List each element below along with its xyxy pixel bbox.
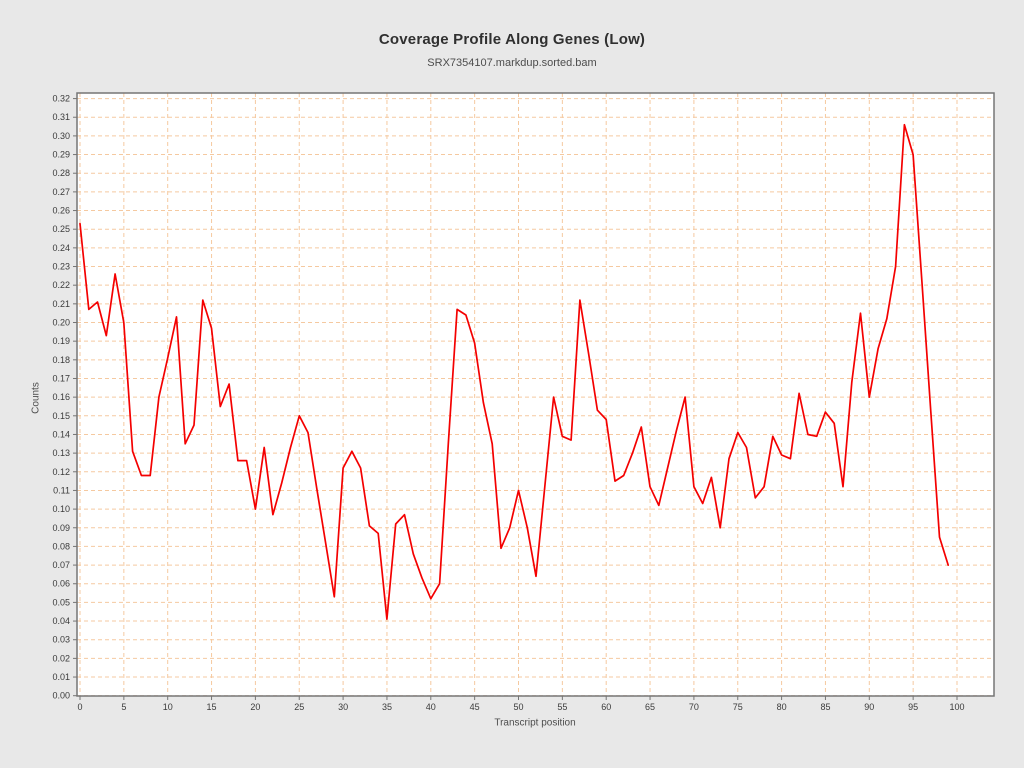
svg-text:0.31: 0.31 [52, 112, 70, 122]
svg-text:40: 40 [426, 702, 436, 712]
svg-text:0.13: 0.13 [52, 448, 70, 458]
svg-text:100: 100 [949, 702, 964, 712]
plot-frame [76, 92, 995, 697]
svg-text:75: 75 [733, 702, 743, 712]
svg-text:0.09: 0.09 [52, 523, 70, 533]
svg-text:35: 35 [382, 702, 392, 712]
svg-text:70: 70 [689, 702, 699, 712]
svg-text:0.03: 0.03 [52, 635, 70, 645]
svg-text:95: 95 [908, 702, 918, 712]
svg-text:55: 55 [557, 702, 567, 712]
svg-text:65: 65 [645, 702, 655, 712]
tick-marks [73, 98, 958, 700]
chart-title: Coverage Profile Along Genes (Low) [378, 31, 646, 48]
svg-text:0: 0 [77, 702, 82, 712]
svg-text:0.28: 0.28 [52, 168, 70, 178]
svg-text:0.24: 0.24 [52, 243, 70, 253]
y-axis-label: Counts [30, 382, 42, 414]
svg-text:0.12: 0.12 [52, 467, 70, 477]
coverage-series-line [79, 123, 950, 621]
plot-area [77, 93, 994, 696]
svg-text:10: 10 [163, 702, 173, 712]
svg-text:0.11: 0.11 [53, 485, 70, 495]
svg-text:0.01: 0.01 [52, 672, 70, 682]
svg-text:0.10: 0.10 [52, 504, 70, 514]
svg-text:0.15: 0.15 [52, 411, 70, 421]
svg-text:90: 90 [864, 702, 874, 712]
y-tick-labels: 0.00 0.01 0.02 0.03 0.04 0.05 0.06 0.07 0.08 0.09… [52, 94, 70, 701]
svg-text:30: 30 [338, 702, 348, 712]
svg-text:0.16: 0.16 [52, 392, 70, 402]
svg-text:85: 85 [820, 702, 830, 712]
x-axis-label: Transcript position [494, 717, 576, 729]
svg-text:0.21: 0.21 [52, 299, 70, 309]
svg-text:25: 25 [294, 702, 304, 712]
svg-text:0.07: 0.07 [52, 560, 70, 570]
svg-text:0.26: 0.26 [52, 206, 70, 216]
svg-text:0.00: 0.00 [52, 691, 70, 701]
svg-text:0.14: 0.14 [52, 429, 70, 439]
svg-text:80: 80 [777, 702, 787, 712]
svg-text:0.06: 0.06 [52, 579, 70, 589]
svg-text:50: 50 [513, 702, 523, 712]
svg-text:0.25: 0.25 [52, 224, 70, 234]
svg-text:0.08: 0.08 [52, 541, 70, 551]
x-tick-labels: 0 5 10 15 20 25 30 35 40 45 50 55 60 65 70 75 80 85 90 95 10… [77, 702, 964, 712]
svg-text:0.27: 0.27 [52, 187, 70, 197]
svg-text:0.23: 0.23 [52, 262, 70, 272]
svg-text:0.05: 0.05 [52, 597, 70, 607]
svg-text:0.29: 0.29 [52, 150, 70, 160]
svg-text:0.04: 0.04 [52, 616, 70, 626]
svg-text:0.20: 0.20 [52, 318, 70, 328]
svg-text:60: 60 [601, 702, 611, 712]
svg-text:0.19: 0.19 [52, 336, 70, 346]
svg-text:15: 15 [207, 702, 217, 712]
svg-text:45: 45 [470, 702, 480, 712]
svg-text:5: 5 [121, 702, 126, 712]
chart-subtitle: SRX7354107.markdup.sorted.bam [427, 57, 597, 69]
svg-text:0.02: 0.02 [52, 653, 70, 663]
svg-text:0.30: 0.30 [52, 131, 70, 141]
svg-text:0.17: 0.17 [52, 373, 70, 383]
svg-text:0.22: 0.22 [52, 280, 70, 290]
svg-text:20: 20 [250, 702, 260, 712]
svg-text:0.18: 0.18 [52, 355, 70, 365]
svg-text:0.32: 0.32 [52, 94, 70, 104]
